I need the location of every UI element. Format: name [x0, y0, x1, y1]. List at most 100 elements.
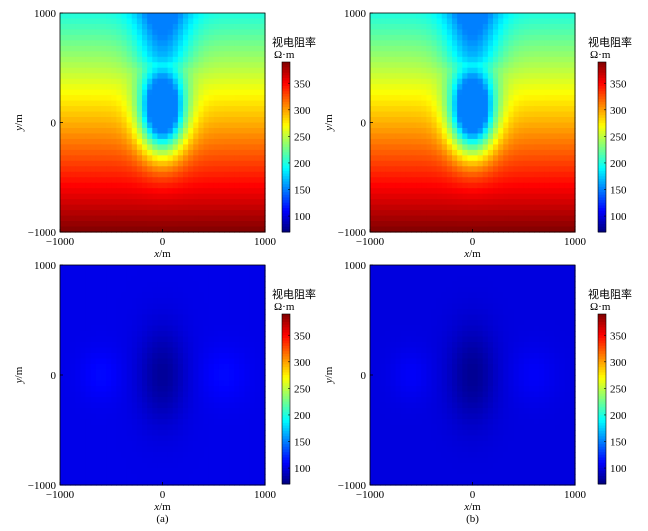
heatmap-cell [162, 413, 169, 420]
y-axis-label: y/m [323, 114, 335, 132]
heatmap-cell [121, 358, 128, 365]
heatmap-cell [544, 106, 550, 113]
heatmap-cell [90, 408, 97, 415]
heatmap-cell [239, 303, 246, 310]
heatmap-cell [131, 51, 138, 58]
heatmap-cell [142, 171, 148, 178]
heatmap-cell [75, 265, 82, 272]
heatmap-cell [167, 474, 174, 481]
heatmap-cell [239, 23, 246, 31]
heatmap-cell [193, 56, 199, 63]
heatmap-cell [254, 386, 261, 393]
heatmap-cell [152, 320, 158, 327]
heatmap-cell [224, 199, 230, 206]
heatmap-cell [70, 353, 76, 360]
heatmap-cell [457, 155, 463, 162]
colorbar-swatch [282, 64, 290, 68]
colorbar-swatch [598, 77, 606, 82]
heatmap-cell [126, 18, 133, 25]
heatmap-cell [162, 424, 169, 431]
heatmap-cell [198, 474, 205, 481]
colorbar-swatch [598, 91, 606, 95]
heatmap-cell [116, 160, 123, 167]
heatmap-cell [152, 287, 158, 294]
heatmap-cell [177, 397, 184, 404]
heatmap-cell [152, 380, 158, 387]
heatmap-cell [152, 111, 158, 118]
heatmap-cell [101, 281, 107, 288]
heatmap-cell [126, 73, 133, 80]
heatmap-cell [523, 34, 530, 41]
colorbar-swatch [282, 85, 290, 90]
heatmap-cell [188, 84, 194, 91]
heatmap-cell [213, 430, 220, 437]
y-axis-label: y/m [13, 114, 25, 132]
heatmap-cell [162, 210, 169, 217]
heatmap-cell [147, 204, 153, 211]
colorbar-swatch [282, 170, 290, 175]
heatmap-cell [224, 292, 230, 299]
heatmap-cell [162, 386, 169, 393]
heatmap-cell [375, 23, 381, 31]
heatmap-cell [147, 78, 153, 85]
heatmap-cell [101, 133, 107, 140]
heatmap-cell [213, 402, 220, 409]
heatmap-cell [203, 117, 210, 124]
heatmap-cell [411, 221, 417, 228]
heatmap-cell [106, 95, 112, 102]
heatmap-cell [493, 100, 499, 107]
heatmap-cell [234, 51, 240, 58]
heatmap-cell [188, 182, 194, 189]
heatmap-cell [111, 78, 117, 85]
heatmap-cell [116, 364, 123, 371]
heatmap-cell [116, 106, 123, 113]
heatmap-cell [554, 62, 561, 69]
heatmap-cell [234, 100, 240, 107]
heatmap-cell [528, 122, 535, 129]
heatmap-cell [157, 188, 164, 195]
heatmap-cell [462, 177, 468, 184]
heatmap-cell [177, 23, 184, 31]
heatmap-cell [229, 155, 235, 162]
heatmap-cell [142, 446, 148, 453]
heatmap-cell [544, 51, 550, 58]
heatmap-cell [375, 127, 381, 135]
colorbar-swatch [282, 117, 290, 121]
heatmap-cell [188, 138, 194, 145]
heatmap-cell [431, 182, 438, 189]
heatmap-cell [218, 215, 225, 222]
heatmap-cell [213, 347, 220, 354]
heatmap-cell [193, 309, 199, 316]
heatmap-cell [446, 199, 453, 206]
heatmap-cell [106, 51, 112, 58]
heatmap-cell [203, 424, 210, 431]
heatmap-cell [188, 226, 194, 233]
heatmap-cell [65, 325, 71, 332]
colorbar-swatch [598, 109, 606, 113]
heatmap-cell [70, 210, 76, 217]
heatmap-cell [183, 78, 189, 85]
heatmap-cell [457, 193, 463, 200]
heatmap-cell [244, 45, 251, 52]
heatmap-cell [126, 479, 133, 486]
heatmap-cell [142, 463, 148, 470]
heatmap-cell [85, 452, 92, 459]
heatmap-cell [493, 117, 499, 124]
heatmap-cell [167, 23, 174, 31]
heatmap-cell [370, 144, 376, 151]
heatmap-cell [85, 474, 92, 481]
heatmap-cell [70, 100, 76, 107]
heatmap-cell [426, 89, 433, 96]
heatmap-cell [534, 73, 540, 80]
heatmap-cell [162, 309, 169, 316]
heatmap-cell [482, 182, 489, 189]
heatmap-cell [239, 292, 246, 299]
heatmap-cell [90, 188, 97, 195]
heatmap-cell [188, 95, 194, 102]
heatmap-cell [85, 358, 92, 365]
heatmap-cell [498, 144, 504, 151]
heatmap-cell [554, 127, 561, 135]
heatmap-cell [183, 336, 189, 343]
heatmap-cell [487, 177, 494, 184]
heatmap-cell [126, 138, 133, 145]
